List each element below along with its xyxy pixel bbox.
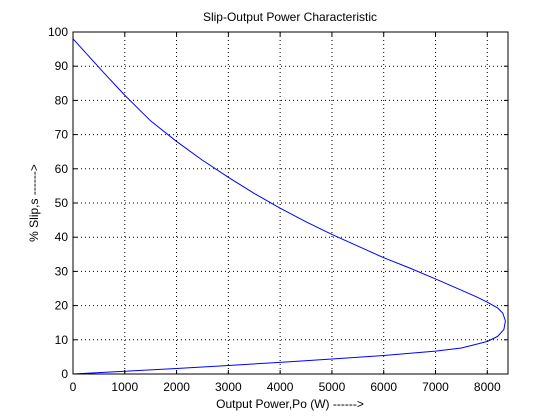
x-tick-label: 8000 [474, 380, 501, 394]
y-tick-label: 20 [55, 299, 69, 313]
y-tick-label: 40 [55, 230, 69, 244]
y-tick-label: 90 [55, 59, 69, 73]
y-tick-label: 50 [55, 196, 69, 210]
chart-title: Slip-Output Power Characteristic [203, 10, 377, 24]
x-tick-label: 3000 [215, 380, 242, 394]
y-tick-label: 0 [61, 367, 68, 381]
x-tick-label: 7000 [422, 380, 449, 394]
series-layer [72, 38, 506, 375]
x-tick-label: 5000 [319, 380, 346, 394]
x-tick-label: 1000 [111, 380, 138, 394]
x-tick-label: 0 [70, 380, 77, 394]
y-tick-label: 70 [55, 128, 69, 142]
y-tick-labels: 0 10 20 30 40 50 60 70 80 90 100 [48, 25, 68, 381]
y-tick-label: 30 [55, 264, 69, 278]
x-tick-label: 2000 [163, 380, 190, 394]
y-tick-label: 80 [55, 93, 69, 107]
tick-marks [72, 31, 508, 375]
x-tick-label: 6000 [370, 380, 397, 394]
x-tick-labels: 0 1000 2000 3000 4000 5000 6000 7000 8000 [70, 380, 501, 394]
x-tick-label: 4000 [267, 380, 294, 394]
y-axis-label: % Slip,s ------> [27, 164, 41, 242]
y-tick-label: 60 [55, 162, 69, 176]
grid-lines [73, 32, 508, 374]
x-axis-label: Output Power,Po (W) ------> [216, 397, 364, 411]
y-tick-label: 10 [55, 333, 69, 347]
y-tick-label: 100 [48, 25, 68, 39]
slip-power-curve [72, 38, 506, 375]
plot-area [73, 32, 508, 374]
